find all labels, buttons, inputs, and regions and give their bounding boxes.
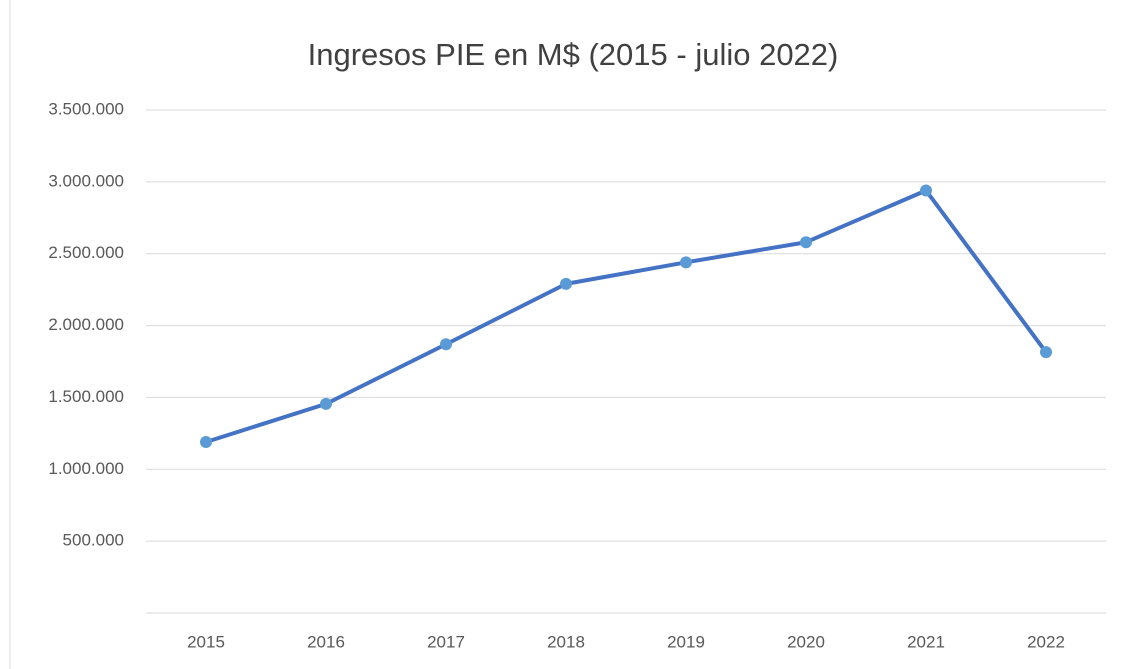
y-tick-label: 500.000 (63, 531, 124, 550)
y-tick-label: 3.500.000 (48, 99, 124, 118)
x-tick-label: 2017 (427, 632, 465, 651)
data-point (200, 435, 212, 448)
data-point (680, 256, 692, 269)
chart-title: Ingresos PIE en M$ (2015 - julio 2022) (308, 37, 839, 72)
x-tick-label: 2018 (547, 632, 585, 651)
series-line (205, 188, 1048, 444)
y-tick-label: 3.000.000 (48, 171, 124, 190)
x-tick-label: 2019 (667, 632, 705, 651)
y-tick-label: 1.500.000 (48, 387, 124, 406)
data-point (320, 397, 332, 410)
y-tick-label: 2.000.000 (48, 315, 124, 334)
x-tick-label: 2022 (1027, 632, 1065, 651)
data-point (920, 184, 932, 197)
y-tick-label: 1.000.000 (48, 459, 124, 478)
x-tick-label: 2016 (307, 632, 345, 651)
x-tick-label: 2021 (907, 632, 945, 651)
y-tick-label: 2.500.000 (48, 243, 124, 262)
x-tick-label: 2020 (787, 632, 825, 651)
data-point (440, 338, 452, 351)
data-point (800, 236, 812, 249)
data-point (1040, 346, 1052, 359)
x-tick-label: 2015 (187, 632, 225, 651)
data-point (560, 277, 572, 290)
